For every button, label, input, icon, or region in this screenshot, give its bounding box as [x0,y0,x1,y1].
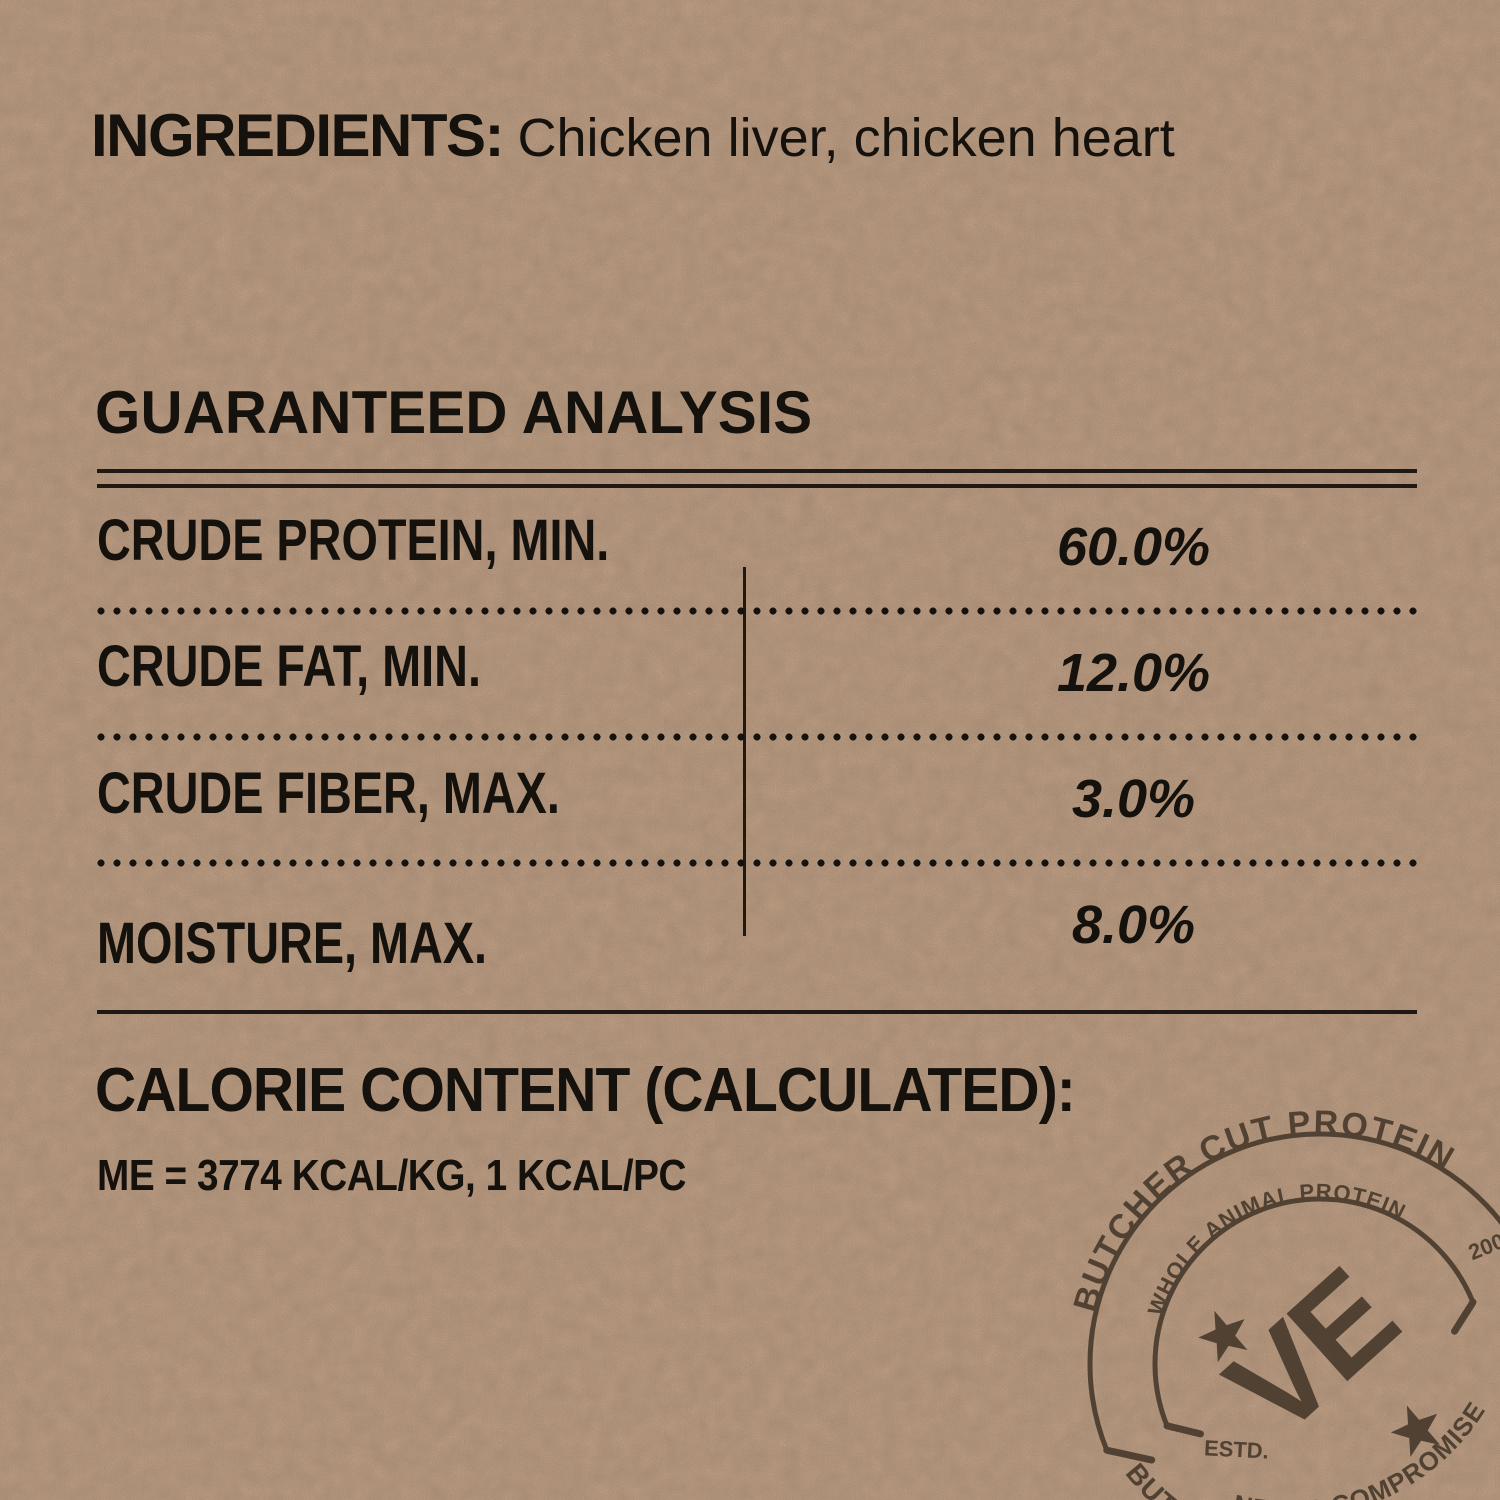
svg-text:BUTCHER: BUTCHER [1116,1431,1257,1500]
svg-text:ESTD.: ESTD. [1203,1435,1269,1463]
svg-text:NEVER COMPROMISE: NEVER COMPROMISE [1221,1390,1500,1500]
svg-text:VE: VE [1199,1243,1421,1463]
svg-text:WHOLE ANIMAL PROTEIN: WHOLE ANIMAL PROTEIN [1117,1138,1416,1325]
svg-text:T PROTEIN: T PROTEIN [0,0,1500,1500]
svg-text:200: 200 [1465,1228,1500,1265]
svg-text:BUTCHER CUT PROTEIN: BUTCHER CUT PROTEIN [1025,1043,1471,1327]
